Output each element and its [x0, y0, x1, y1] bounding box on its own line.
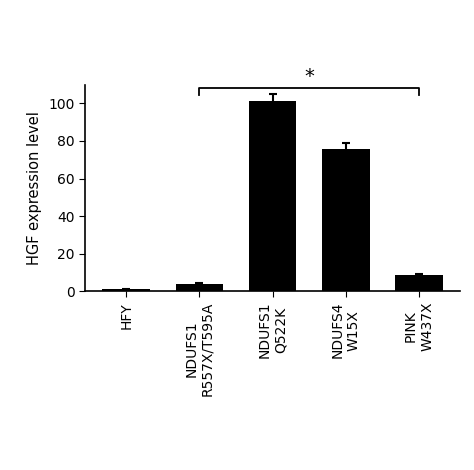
Bar	[102, 289, 150, 291]
Bar	[322, 149, 370, 291]
Text: *: *	[304, 67, 314, 86]
Bar	[395, 275, 443, 291]
Bar	[175, 284, 223, 291]
Bar	[249, 101, 296, 291]
Y-axis label: HGF expression level: HGF expression level	[27, 111, 42, 265]
